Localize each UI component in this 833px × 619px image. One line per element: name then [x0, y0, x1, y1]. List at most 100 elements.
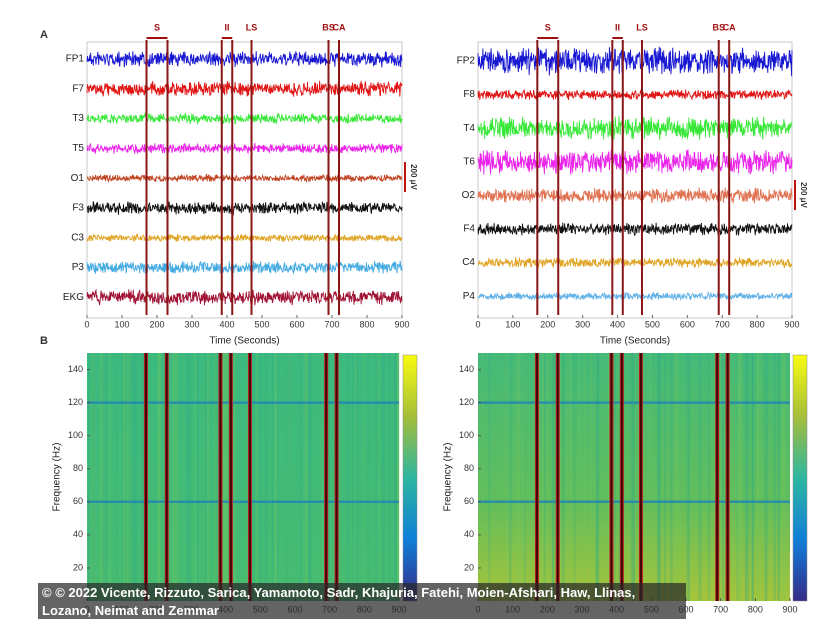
spectrogram-texture — [764, 353, 767, 601]
spectrogram-texture — [133, 353, 137, 601]
y-tick-label: 140 — [459, 364, 474, 374]
spectrogram-texture — [103, 353, 107, 601]
spectrogram-texture — [140, 353, 144, 601]
spectrogram-texture — [482, 353, 484, 601]
channel-label: P4 — [463, 291, 476, 302]
spectrogram-texture — [304, 353, 306, 601]
spectrogram-texture — [377, 353, 380, 601]
eeg-trace — [86, 200, 403, 217]
channel-label: FP1 — [66, 54, 85, 65]
spectrogram-texture — [91, 353, 94, 601]
spectrogram-texture — [505, 353, 507, 601]
spectrogram-texture — [656, 353, 660, 601]
spectrogram-texture — [747, 353, 750, 601]
eeg-trace — [477, 187, 793, 204]
spectrogram-texture — [591, 353, 593, 601]
eeg-trace — [477, 115, 793, 140]
y-axis-label: Frequency (Hz) — [443, 443, 454, 512]
eeg-trace — [477, 46, 793, 77]
y-tick-label: 40 — [73, 529, 83, 539]
spectrogram-texture — [158, 353, 161, 601]
spectrogram-texture — [596, 353, 600, 601]
spectrogram-texture — [596, 353, 598, 601]
panel-label: B — [40, 335, 48, 347]
spectrogram-texture — [88, 353, 91, 601]
x-tick-label: 100 — [505, 319, 520, 329]
spectrogram-texture — [561, 353, 565, 601]
spectrogram-texture — [595, 353, 598, 601]
y-tick-label: 80 — [73, 463, 83, 473]
spectrogram-texture — [552, 353, 555, 601]
plot-frame — [86, 41, 403, 319]
spectrogram-texture — [508, 353, 512, 601]
spectrogram-texture — [551, 353, 553, 601]
x-tick-label: 0 — [84, 319, 89, 329]
spectrogram-texture — [255, 353, 258, 601]
spectrogram-texture — [760, 353, 762, 601]
spectrogram-texture — [543, 353, 546, 601]
spectrogram-texture — [778, 353, 780, 601]
spectrogram-texture — [551, 353, 555, 601]
x-tick-label: 200 — [149, 319, 164, 329]
spectrogram-texture — [375, 353, 379, 601]
x-tick-label: 600 — [680, 319, 695, 329]
spectrogram-texture — [745, 353, 747, 601]
y-tick-label: 20 — [464, 562, 474, 572]
spectrogram-texture — [135, 353, 138, 601]
x-tick-label: 700 — [324, 319, 339, 329]
channel-label: O2 — [462, 190, 476, 201]
event-label: BS — [712, 22, 725, 32]
spectrogram-texture — [205, 353, 208, 601]
channel-label: EKG — [63, 292, 84, 303]
spectrogram-texture — [649, 353, 652, 601]
spectrogram-texture — [289, 353, 291, 601]
spectrogram-texture — [206, 353, 210, 601]
channel-label: FP2 — [457, 56, 476, 67]
spectrogram-texture — [202, 353, 204, 601]
y-tick-label: 80 — [464, 463, 474, 473]
spectrogram-texture — [783, 353, 786, 601]
spectrogram-texture — [271, 353, 274, 601]
eeg-trace — [86, 260, 403, 275]
spectrogram-texture — [488, 353, 491, 601]
spectrogram-texture — [286, 353, 290, 601]
channel-label: P3 — [72, 262, 85, 273]
spectrogram-texture — [542, 353, 545, 601]
spectrogram-texture — [393, 353, 397, 601]
spectrogram-texture — [614, 353, 617, 601]
spectrogram-texture — [664, 353, 666, 601]
spectrogram-texture — [751, 353, 754, 601]
spectrogram-texture — [122, 353, 126, 601]
channel-label: T3 — [72, 113, 84, 124]
spectrogram-texture — [128, 353, 130, 601]
spectrogram-texture — [739, 353, 742, 601]
x-tick-label: 800 — [748, 604, 763, 614]
x-tick-label: 200 — [540, 319, 555, 329]
channel-label: O1 — [71, 173, 85, 184]
spectrogram-texture — [388, 353, 391, 601]
spectrogram-texture — [99, 353, 103, 601]
spectrogram-texture — [718, 353, 721, 601]
x-tick-label: 400 — [610, 319, 625, 329]
channel-label: T5 — [72, 143, 84, 154]
spectrogram-texture — [756, 353, 759, 601]
spectrogram-texture — [568, 353, 572, 601]
spectrogram-texture — [396, 353, 400, 601]
eeg-trace — [86, 142, 403, 155]
channel-label: T6 — [463, 156, 475, 167]
spectrogram-texture — [686, 353, 690, 601]
spectrogram-texture — [264, 353, 268, 601]
eeg-trace — [477, 89, 793, 101]
eeg-trace — [86, 51, 403, 68]
spectrogram-texture — [744, 353, 748, 601]
x-tick-label: 800 — [750, 319, 765, 329]
y-tick-label: 20 — [73, 562, 83, 572]
eeg-trace — [86, 288, 403, 306]
spectrogram-texture — [677, 353, 679, 601]
y-tick-label: 60 — [464, 496, 474, 506]
spectrogram-texture — [309, 353, 312, 601]
spectrogram-texture — [617, 353, 619, 601]
spectrogram-texture — [259, 353, 263, 601]
